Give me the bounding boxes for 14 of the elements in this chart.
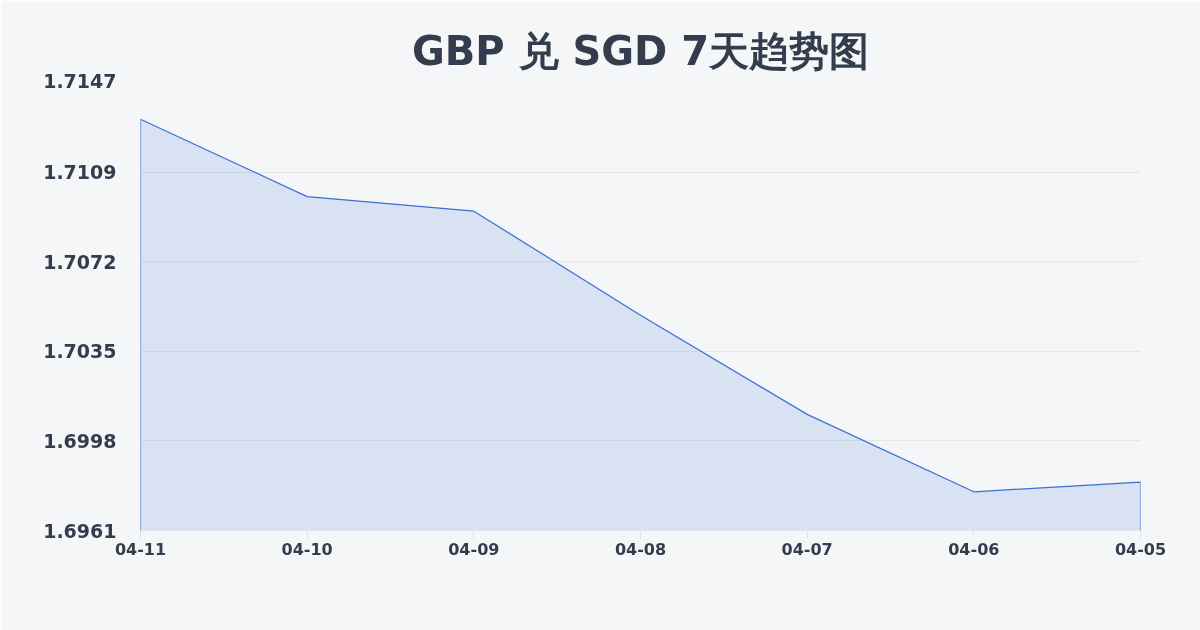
x-tick-label: 04-11 bbox=[114, 539, 167, 559]
x-tick-label: 04-06 bbox=[948, 539, 1000, 559]
y-tick-label: 1.6998 bbox=[43, 429, 117, 452]
x-tick-label: 04-07 bbox=[781, 539, 833, 559]
x-tick-label: 04-10 bbox=[281, 539, 333, 559]
y-tick-label: 1.6961 bbox=[43, 519, 117, 542]
x-tick-label: 04-09 bbox=[448, 539, 500, 559]
x-tick-label: 04-05 bbox=[1114, 539, 1167, 559]
y-tick-label: 1.7072 bbox=[43, 250, 117, 273]
chart-title: GBP 兑 SGD 7天趋势图 bbox=[411, 27, 870, 74]
x-tick-label: 04-08 bbox=[614, 539, 667, 559]
y-tick-label: 1.7109 bbox=[43, 161, 117, 184]
y-tick-label: 1.7147 bbox=[43, 69, 117, 92]
y-tick-label: 1.7035 bbox=[43, 340, 117, 363]
